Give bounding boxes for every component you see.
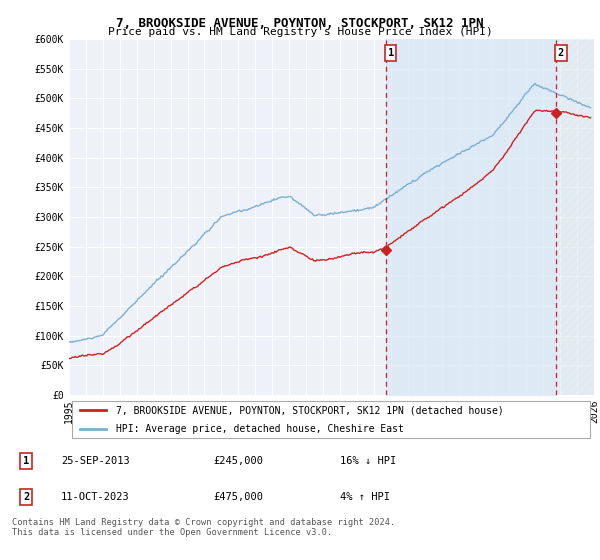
Text: 2: 2 [23,492,29,502]
Text: £245,000: £245,000 [214,456,263,466]
Text: £475,000: £475,000 [214,492,263,502]
Text: 7, BROOKSIDE AVENUE, POYNTON, STOCKPORT, SK12 1PN (detached house): 7, BROOKSIDE AVENUE, POYNTON, STOCKPORT,… [116,405,504,415]
Text: Price paid vs. HM Land Registry's House Price Index (HPI): Price paid vs. HM Land Registry's House … [107,27,493,37]
Text: Contains HM Land Registry data © Crown copyright and database right 2024.
This d: Contains HM Land Registry data © Crown c… [12,518,395,538]
FancyBboxPatch shape [71,402,590,437]
Text: 1: 1 [23,456,29,466]
Text: 11-OCT-2023: 11-OCT-2023 [61,492,130,502]
Text: 16% ↓ HPI: 16% ↓ HPI [340,456,397,466]
Text: 4% ↑ HPI: 4% ↑ HPI [340,492,391,502]
Text: 7, BROOKSIDE AVENUE, POYNTON, STOCKPORT, SK12 1PN: 7, BROOKSIDE AVENUE, POYNTON, STOCKPORT,… [116,17,484,30]
Text: 25-SEP-2013: 25-SEP-2013 [61,456,130,466]
Text: 1: 1 [388,48,394,58]
Text: 2: 2 [558,48,564,58]
Text: HPI: Average price, detached house, Cheshire East: HPI: Average price, detached house, Ches… [116,424,404,433]
